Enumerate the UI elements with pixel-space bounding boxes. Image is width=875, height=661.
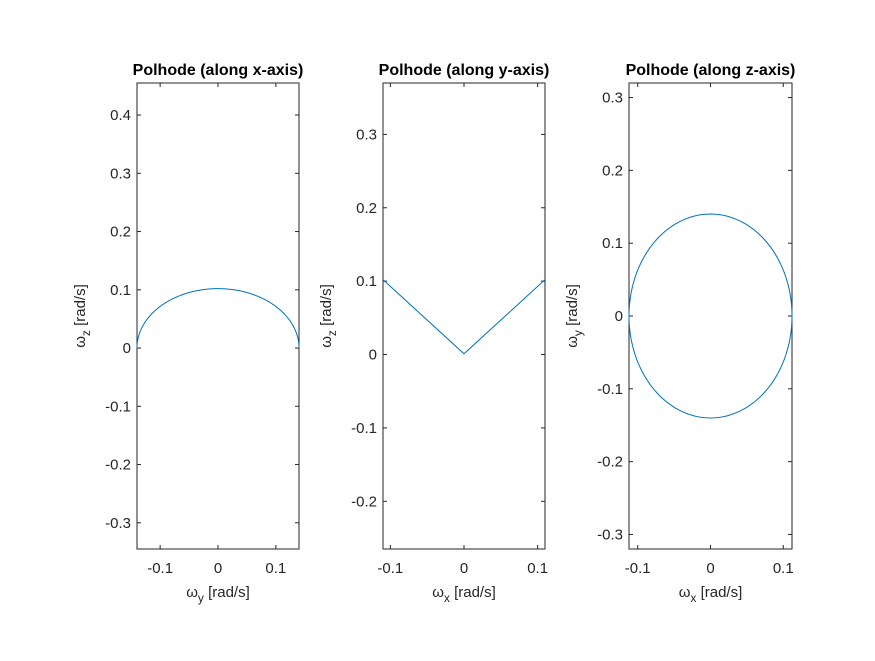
y-tick-label: 0.2 [602,162,623,179]
x-axis-label-unit: [rad/s] [696,584,742,601]
y-tick-label: 0.1 [602,235,623,252]
x-axis-label: ωx [rad/s] [679,584,743,605]
y-tick-label: -0.3 [105,515,131,532]
y-axis-label: ωz [rad/s] [72,284,93,348]
x-axis-label-symbol: ω [186,584,198,601]
y-tick-label: 0.1 [110,282,131,299]
x-tick-label: 0.1 [773,560,794,577]
y-tick-label: 0.2 [356,200,377,217]
x-tick-label: 0 [214,560,222,577]
x-axis-label-subscript: x [690,591,696,605]
x-axis-label-unit: [rad/s] [204,584,250,601]
x-axis-label-subscript: x [444,591,450,605]
y-tick-label: 0 [123,340,131,357]
subplot-x-axis: -0.1 0 0.1 -0.3 -0.2 -0.1 0 0.1 0.2 0.3 0.4 Polhode… [72,62,303,605]
x-tick-label: 0 [460,560,468,577]
y-axis-label-unit: [rad/s] [564,284,581,330]
y-tick-label: -0.1 [597,381,623,398]
y-axis-label-symbol: ω [564,336,581,348]
y-tick-label: 0.1 [356,273,377,290]
x-axis-label-symbol: ω [432,584,444,601]
y-axis-label-subscript: y [571,330,585,336]
x-axis-label-subscript: y [198,591,204,605]
x-tick-label: -0.1 [377,560,403,577]
y-tick-label: 0 [369,347,377,364]
subplot-y-axis: -0.1 0 0.1 -0.2 -0.1 0 0.1 0.2 0.3 Polhode (along… [318,62,549,605]
y-axis-label: ωy [rad/s] [564,284,585,348]
axes-box [382,82,546,550]
x-axis-label: ωx [rad/s] [432,584,496,605]
polhode-curve [136,288,300,349]
y-tick-label: 0.4 [110,107,131,124]
y-tick-label: -0.2 [597,454,623,471]
y-tick-label: 0.3 [602,90,623,107]
axes-box [136,82,300,550]
x-tick-label: 0.1 [265,560,286,577]
y-tick-label: -0.1 [105,398,131,415]
y-axis-label-unit: [rad/s] [72,284,89,330]
y-tick-label: -0.2 [351,493,377,510]
x-axis-label: ωy [rad/s] [186,584,250,605]
y-tick-label: -0.2 [105,457,131,474]
x-tick-label: -0.1 [625,560,651,577]
y-tick-label: 0.3 [356,126,377,143]
polhode-curve [628,213,793,419]
y-axis-label-symbol: ω [318,336,335,348]
y-axis-label-subscript: z [79,330,93,336]
axes-box [628,82,793,550]
y-axis-label-subscript: z [325,330,339,336]
y-axis-label-symbol: ω [72,336,89,348]
y-axis-label-unit: [rad/s] [318,284,335,330]
polhode-curve [382,279,546,355]
chart-title: Polhode (along x-axis) [133,62,304,79]
y-tick-label: 0.3 [110,165,131,182]
y-tick-label: -0.1 [351,420,377,437]
x-axis-label-symbol: ω [679,584,691,601]
x-tick-label: -0.1 [147,560,173,577]
x-tick-label: 0 [706,560,714,577]
x-tick-label: 0.1 [527,560,548,577]
x-axis-label-unit: [rad/s] [450,584,496,601]
y-tick-label: -0.3 [597,526,623,543]
y-axis-label: ωz [rad/s] [318,284,339,348]
chart-title: Polhode (along z-axis) [626,62,796,79]
chart-title: Polhode (along y-axis) [379,62,550,79]
y-tick-label: 0.2 [110,224,131,241]
y-tick-label: 0 [615,308,623,325]
